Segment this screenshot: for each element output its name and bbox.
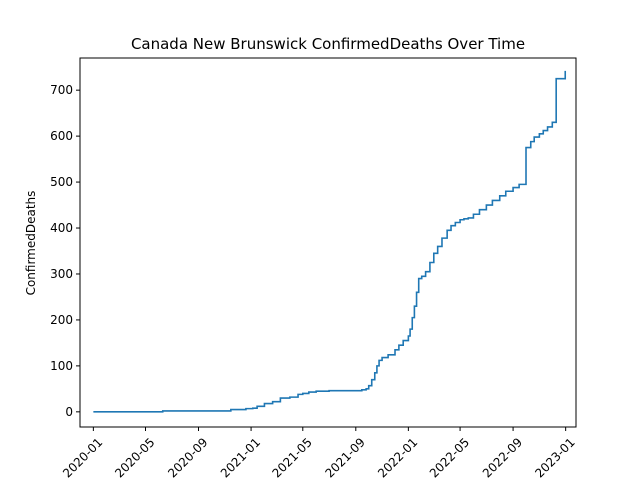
series-line-0 xyxy=(93,70,567,413)
y-tick-label: 0 xyxy=(65,405,73,419)
x-tick-label: 2021-05 xyxy=(269,435,314,480)
y-tick-label: 700 xyxy=(50,83,73,97)
series-layer xyxy=(93,70,567,413)
x-tick-label: 2020-09 xyxy=(165,435,210,480)
plot-frame xyxy=(79,57,577,428)
x-tick-label: 2023-01 xyxy=(532,435,577,480)
y-axis: 0 100 200 300 400 500 600 700 xyxy=(50,83,80,419)
x-tick-label: 2022-09 xyxy=(480,435,525,480)
y-tick-label: 300 xyxy=(50,267,73,281)
x-tick-label: 2020-01 xyxy=(60,435,105,480)
y-tick-label: 200 xyxy=(50,313,73,327)
y-tick-label: 400 xyxy=(50,221,73,235)
y-tick-label: 600 xyxy=(50,129,73,143)
x-tick-label: 2020-05 xyxy=(112,435,157,480)
y-tick-label: 100 xyxy=(50,359,73,373)
x-axis: 2020-01 2020-05 2020-09 2021-01 2021-05 2021-… xyxy=(60,427,578,480)
y-tick-label: 500 xyxy=(50,175,73,189)
x-tick-label: 2022-01 xyxy=(375,435,420,480)
chart-title: Canada New Brunswick ConfirmedDeaths Ove… xyxy=(131,35,525,53)
y-axis-label: ConfirmedDeaths xyxy=(24,191,38,296)
x-tick-label: 2021-01 xyxy=(218,435,263,480)
x-tick-label: 2022-05 xyxy=(427,435,472,480)
x-tick-label: 2021-09 xyxy=(323,435,368,480)
